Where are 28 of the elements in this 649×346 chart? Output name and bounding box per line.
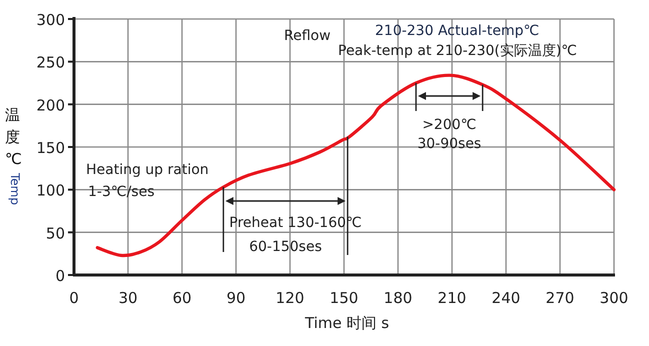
x-tick-label: 270 — [546, 289, 574, 307]
annotation: 30-90ses — [417, 136, 482, 152]
x-tick-label: 90 — [226, 289, 246, 307]
annotation: 60-150ses — [249, 239, 322, 255]
x-tick-label: 210 — [438, 289, 466, 307]
x-tick-label: 240 — [492, 289, 520, 307]
x-tick-label: 60 — [172, 289, 192, 307]
annotation: 210-230 Actual-temp℃ — [375, 23, 540, 39]
y-tick-label: 250 — [36, 54, 65, 72]
y-tick-label: 300 — [36, 11, 65, 29]
y-tick-label: 200 — [36, 96, 65, 114]
x-tick-label: 180 — [384, 289, 412, 307]
x-tick-label: 30 — [118, 289, 138, 307]
x-axis-title: Time 时间 s — [304, 314, 390, 332]
annotation: 1-3℃/ses — [88, 184, 155, 200]
x-tick-label: 300 — [600, 289, 628, 307]
y-tick-label: 50 — [46, 224, 65, 242]
x-tick-label: 150 — [330, 289, 358, 307]
y-tick-label: 0 — [55, 267, 65, 285]
y-tick-label: 150 — [36, 139, 65, 157]
x-tick-label: 120 — [276, 289, 304, 307]
y-tick-label: 100 — [36, 182, 65, 200]
annotation: >200℃ — [422, 117, 476, 133]
annotation: Heating up ration — [86, 162, 209, 178]
annotation: Peak-temp at 210-230(实际温度)℃ — [338, 43, 578, 59]
y-axis-title: 温度℃ Temp — [5, 106, 22, 205]
annotation: Reflow — [284, 28, 331, 44]
x-tick-label: 0 — [69, 289, 79, 307]
